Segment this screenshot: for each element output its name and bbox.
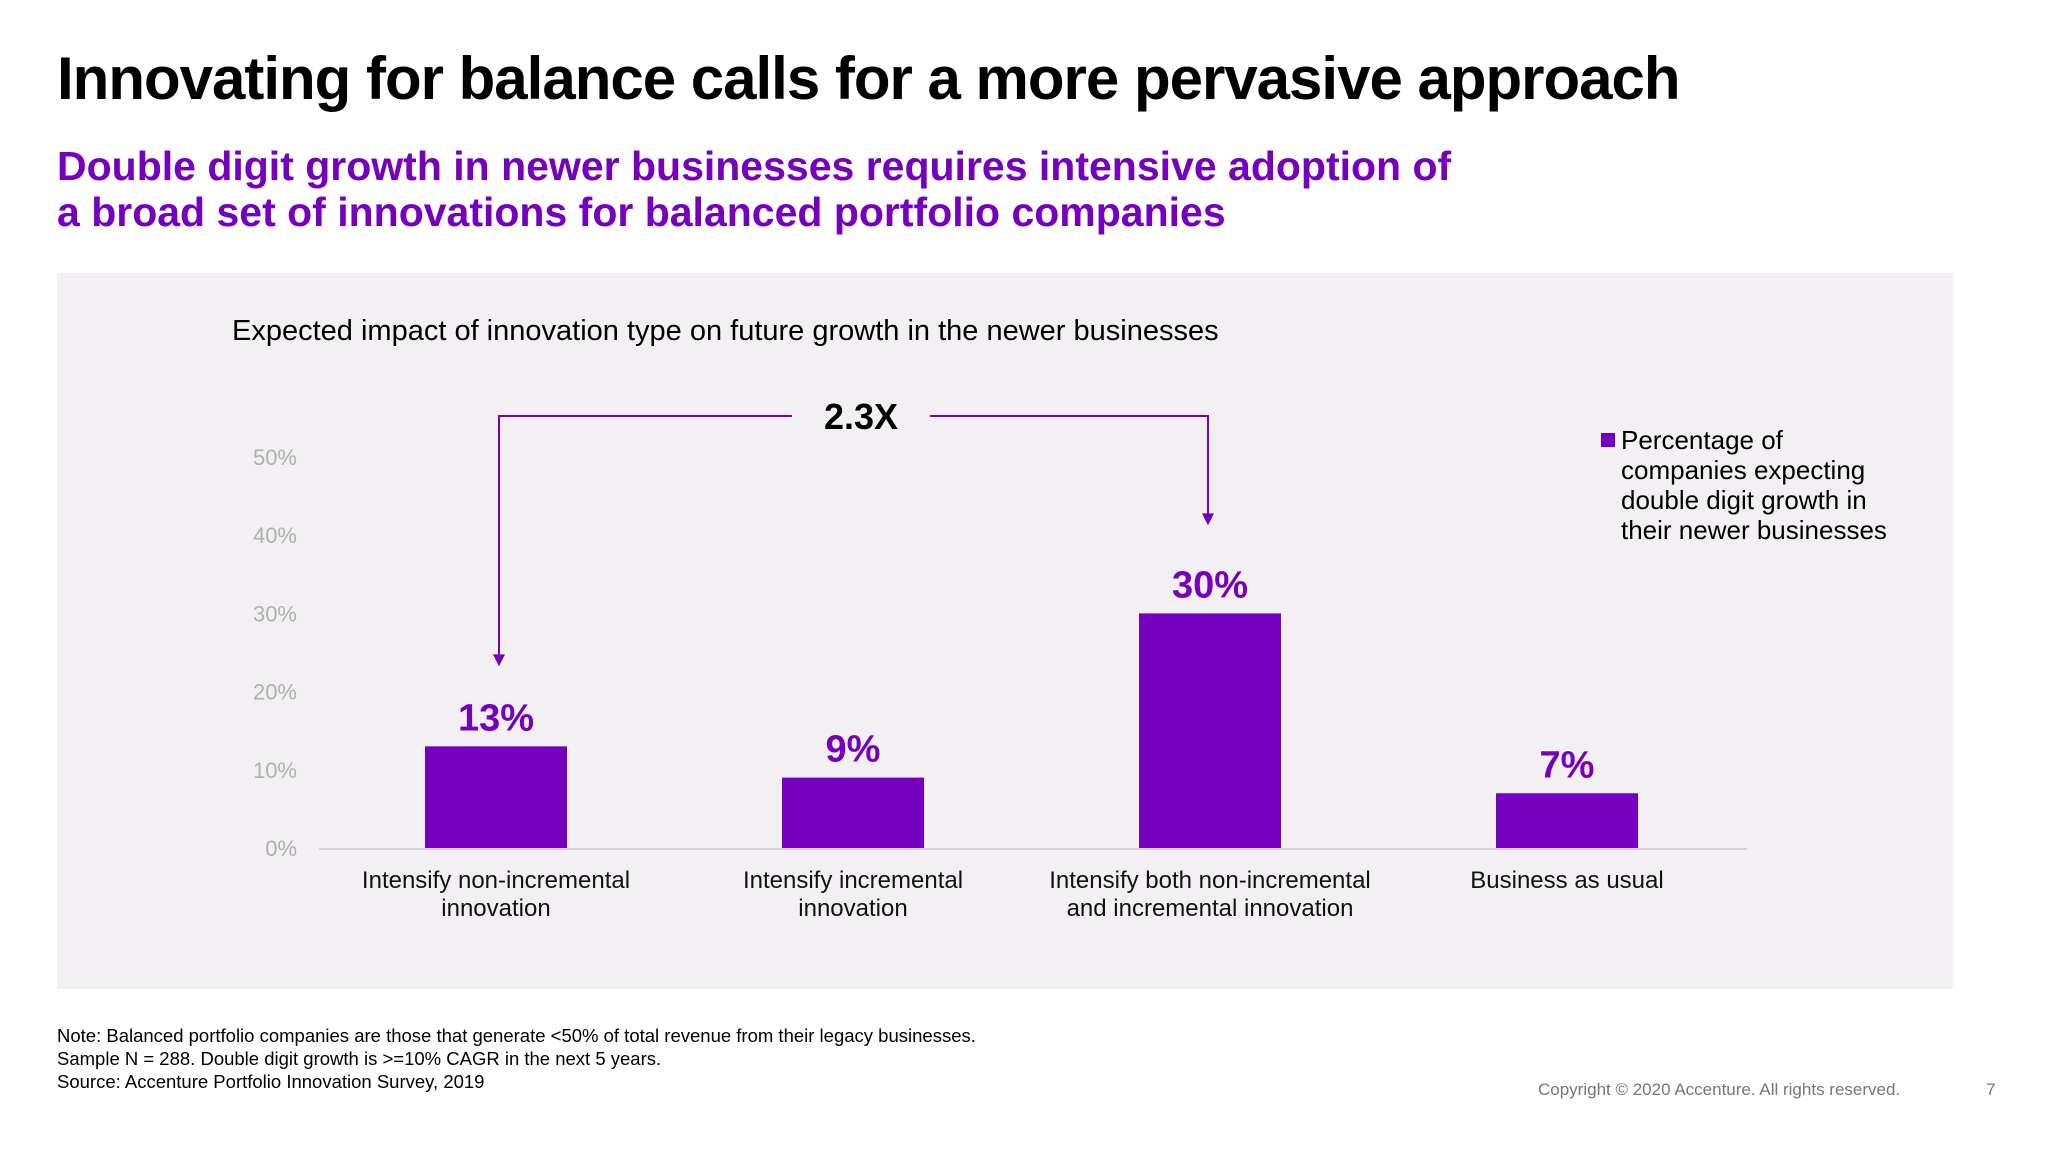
bar-chart: 0% 10% 20% 30% 40% 50% 13% Intensify non-increm…: [253, 396, 1747, 922]
arrow-head-right: [1202, 513, 1214, 526]
note-line-1: Note: Balanced portfolio companies are t…: [57, 1025, 976, 1046]
x-category-label: Intensify non-incremental: [362, 867, 630, 894]
page-subtitle: Double digit growth in newer businesses …: [57, 143, 1657, 235]
footnotes: Note: Balanced portfolio companies are t…: [57, 1024, 976, 1093]
legend-line-3: double digit growth in: [1621, 485, 1867, 515]
arrow-head-left: [493, 654, 505, 667]
bar-value-label: 13%: [458, 697, 534, 739]
page-title: Innovating for balance calls for a more …: [57, 45, 1681, 112]
legend-line-1: Percentage of: [1621, 425, 1783, 455]
y-tick-label: 50%: [253, 445, 297, 470]
subtitle-line-2: a broad set of innovations for balanced …: [57, 189, 1226, 235]
bar-value-label: 7%: [1540, 744, 1595, 786]
legend-label: Percentage of companies expecting double…: [1621, 425, 1931, 545]
chart-panel: Expected impact of innovation type on fu…: [57, 273, 1953, 989]
bar: [425, 746, 567, 848]
page-number: 7: [1986, 1080, 1996, 1099]
y-tick-label: 0%: [265, 836, 297, 861]
x-category-label: Intensify both non-incremental: [1049, 867, 1371, 894]
bracket-left: [498, 415, 792, 657]
subtitle-line-1: Double digit growth in newer businesses …: [57, 143, 1452, 189]
legend-line-2: companies expecting: [1621, 455, 1866, 485]
annotation-label: 2.3X: [824, 396, 898, 437]
bar: [782, 777, 924, 848]
chart-legend: Percentage of companies expecting double…: [1601, 425, 1931, 545]
copyright: Copyright © 2020 Accenture. All rights r…: [1538, 1080, 1901, 1099]
x-category-label: Intensify incremental: [743, 867, 963, 894]
legend-swatch: [1601, 433, 1615, 447]
y-tick-label: 10%: [253, 758, 297, 783]
x-category-label: innovation: [441, 895, 550, 922]
legend-line-4: their newer businesses: [1621, 515, 1887, 545]
y-tick-label: 20%: [253, 680, 297, 705]
note-line-2: Sample N = 288. Double digit growth is >…: [57, 1048, 662, 1069]
chart-title: Expected impact of innovation type on fu…: [232, 315, 1219, 347]
bar-value-label: 30%: [1172, 564, 1248, 606]
bar: [1139, 613, 1281, 848]
x-category-label: Business as usual: [1470, 867, 1663, 894]
x-category-label: innovation: [798, 895, 907, 922]
x-category-label: and incremental innovation: [1067, 895, 1354, 922]
y-tick-label: 30%: [253, 601, 297, 626]
bar-value-label: 9%: [826, 729, 881, 771]
y-tick-label: 40%: [253, 523, 297, 548]
bar: [1496, 793, 1638, 848]
source-line: Source: Accenture Portfolio Innovation S…: [57, 1071, 485, 1092]
bracket-right: [930, 415, 1209, 516]
